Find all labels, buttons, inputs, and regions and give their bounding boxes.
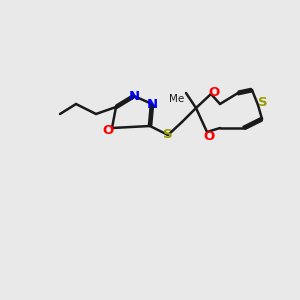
Text: O: O (203, 130, 214, 142)
Text: O: O (102, 124, 114, 136)
Text: S: S (258, 97, 268, 110)
Text: N: N (128, 89, 140, 103)
Text: Me: Me (169, 94, 184, 104)
Text: O: O (208, 85, 220, 98)
Text: N: N (146, 98, 158, 110)
Text: S: S (163, 128, 173, 142)
